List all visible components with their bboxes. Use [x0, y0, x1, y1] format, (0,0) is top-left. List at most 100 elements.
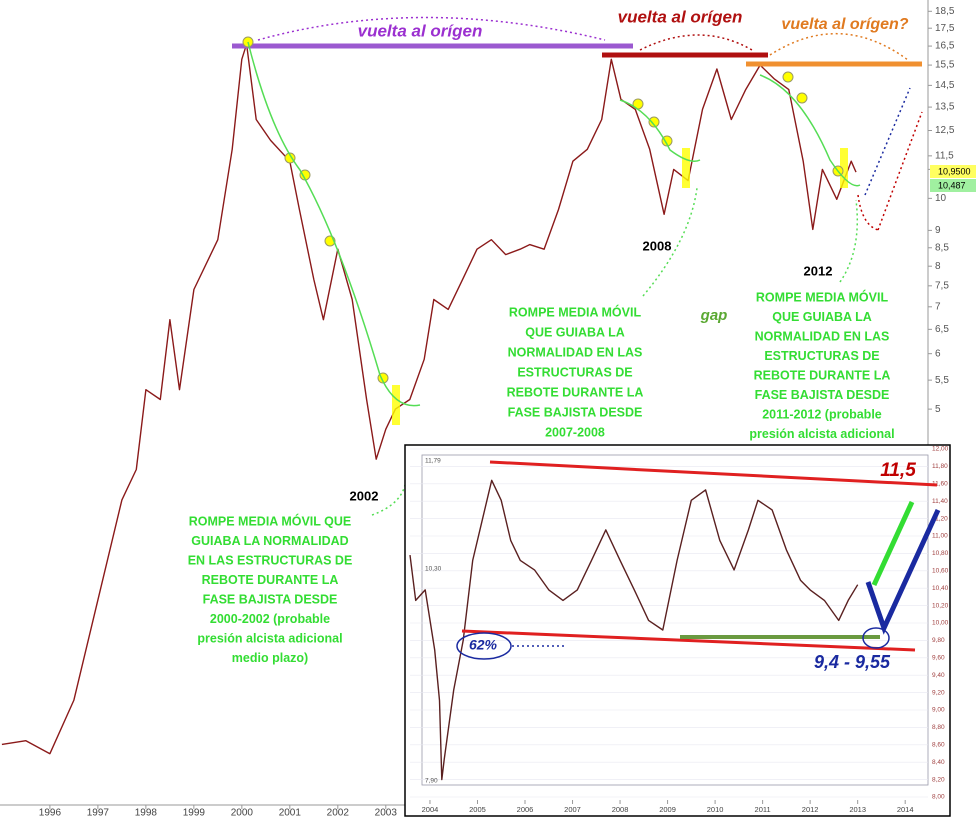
- x-tick-label: 2009: [659, 805, 676, 814]
- price-line: [409, 479, 859, 781]
- inset-decorations: [456, 460, 941, 660]
- price-tag: [930, 165, 976, 178]
- gap-highlight: [392, 385, 400, 425]
- y-tick-label: 12,00: [932, 446, 949, 453]
- y-tick-label: 17,5: [935, 23, 955, 34]
- annotation: 11,79: [425, 458, 441, 465]
- annotation: QUE GUIABA LA: [772, 310, 872, 324]
- arrow: [864, 87, 911, 196]
- annotation: 7,90: [425, 778, 438, 785]
- annotation: vuelta al orígen: [358, 21, 483, 40]
- trend-line: [461, 629, 916, 652]
- annotation: EN LAS ESTRUCTURAS DE: [188, 553, 353, 567]
- price-line: [1, 43, 857, 755]
- x-tick-label: 2013: [849, 805, 866, 814]
- x-tick-label: 2004: [422, 805, 439, 814]
- annotation: 62%: [469, 637, 498, 653]
- x-tick-label: 2014: [897, 805, 914, 814]
- y-tick-label: 12,5: [935, 125, 955, 136]
- annotation: 11,5: [880, 460, 916, 481]
- y-tick-label: 14,5: [935, 80, 955, 91]
- arc: [257, 16, 606, 41]
- x-tick-label: 2002: [327, 808, 350, 819]
- annotation: 2012: [804, 263, 833, 278]
- annotation: gap: [700, 307, 728, 324]
- marker: [284, 152, 296, 164]
- annotation: 10,30: [425, 566, 442, 573]
- y-tick-label: 16,5: [935, 41, 955, 52]
- x-tick-label: 2012: [802, 805, 819, 814]
- annotation: REBOTE DURANTE LA: [754, 368, 891, 382]
- y-tick-label: 10,60: [932, 568, 949, 575]
- annotation: presión alcista adicional: [197, 631, 342, 645]
- annotation: FASE BAJISTA DESDE: [755, 388, 890, 402]
- annotation: QUE GUIABA LA: [525, 325, 625, 339]
- y-tick-label: 7: [935, 301, 941, 312]
- annotation: ROMPE MEDIA MÓVIL: [509, 304, 642, 319]
- annotation: FASE BAJISTA DESDE: [203, 592, 338, 606]
- y-tick-label: 9: [935, 225, 941, 236]
- y-tick-label: 8,40: [932, 759, 945, 766]
- annotation: 10,9500: [938, 166, 971, 176]
- annotation: 2000-2002 (probable: [210, 612, 330, 626]
- projection: [865, 508, 941, 635]
- y-tick-label: 8,60: [932, 742, 945, 749]
- x-tick-label: 2003: [375, 808, 398, 819]
- annotation: medio plazo): [232, 651, 308, 665]
- x-tick-label: 2000: [231, 808, 254, 819]
- annotation: NORMALIDAD EN LAS: [508, 345, 643, 359]
- annotation: NORMALIDAD EN LAS: [755, 329, 890, 343]
- y-tick-label: 9,00: [932, 707, 945, 714]
- arrow: [371, 484, 406, 516]
- arc: [639, 34, 753, 51]
- y-tick-label: 6: [935, 348, 941, 359]
- y-tick-label: 10,20: [932, 602, 949, 609]
- arrow: [877, 111, 923, 231]
- x-tick-label: 2010: [707, 805, 724, 814]
- y-tick-label: 6,5: [935, 324, 949, 335]
- annotation: vuelta al orígen: [618, 7, 743, 26]
- annotation: REBOTE DURANTE LA: [507, 385, 644, 399]
- y-tick-label: 10,80: [932, 550, 949, 557]
- y-tick-label: 13,5: [935, 102, 955, 113]
- y-tick-label: 9,40: [932, 672, 945, 679]
- y-tick-label: 8,20: [932, 776, 945, 783]
- inset-annotations: 11,5 9,4 - 9,55 62% 11,79 10,30 7,90: [425, 458, 916, 785]
- x-tick-label: 1998: [135, 808, 158, 819]
- y-tick-label: 5,5: [935, 375, 949, 386]
- y-tick-label: 10: [935, 193, 947, 204]
- y-tick-label: 5: [935, 404, 941, 415]
- y-tick-label: 11,5: [935, 150, 954, 161]
- inset-plot-frame: [421, 454, 929, 786]
- annotation: 2008: [643, 238, 672, 253]
- annotation: 2007-2008: [545, 425, 605, 439]
- highlight: [862, 627, 890, 649]
- moving-average: [759, 74, 861, 187]
- marker: [648, 116, 660, 128]
- y-tick-label: 9,20: [932, 689, 945, 696]
- y-tick-label: 8,5: [935, 242, 949, 253]
- y-tick-label: 8: [935, 261, 941, 272]
- annotation: 2011-2012 (probable: [762, 407, 882, 421]
- annotation: REBOTE DURANTE LA: [202, 573, 339, 587]
- y-tick-label: 11,00: [932, 533, 948, 540]
- y-tick-label: 11,40: [932, 498, 948, 505]
- y-tick-label: 7,5: [935, 280, 949, 291]
- y-tick-label: 11,80: [932, 463, 948, 470]
- annotation: ESTRUCTURAS DE: [764, 349, 879, 363]
- moving-average: [619, 99, 701, 162]
- y-tick-label: 10,40: [932, 585, 949, 592]
- annotation: ROMPE MEDIA MÓVIL: [756, 289, 889, 304]
- moving-average: [247, 41, 421, 407]
- y-tick-label: 11,20: [932, 515, 948, 522]
- projection: [871, 500, 915, 587]
- highlight: [456, 632, 512, 660]
- x-tick-label: 1997: [87, 808, 110, 819]
- x-tick-label: 1996: [39, 808, 62, 819]
- annotation: ESTRUCTURAS DE: [517, 365, 632, 379]
- x-tick-label: 2001: [279, 808, 302, 819]
- marker: [796, 92, 808, 104]
- y-tick-label: 9,80: [932, 637, 945, 644]
- inset-plot: 12,00 11,80 11,60 11,40 11,20 11,00 10,80 10,60…: [409, 446, 949, 814]
- y-tick-label: 8,00: [932, 794, 945, 801]
